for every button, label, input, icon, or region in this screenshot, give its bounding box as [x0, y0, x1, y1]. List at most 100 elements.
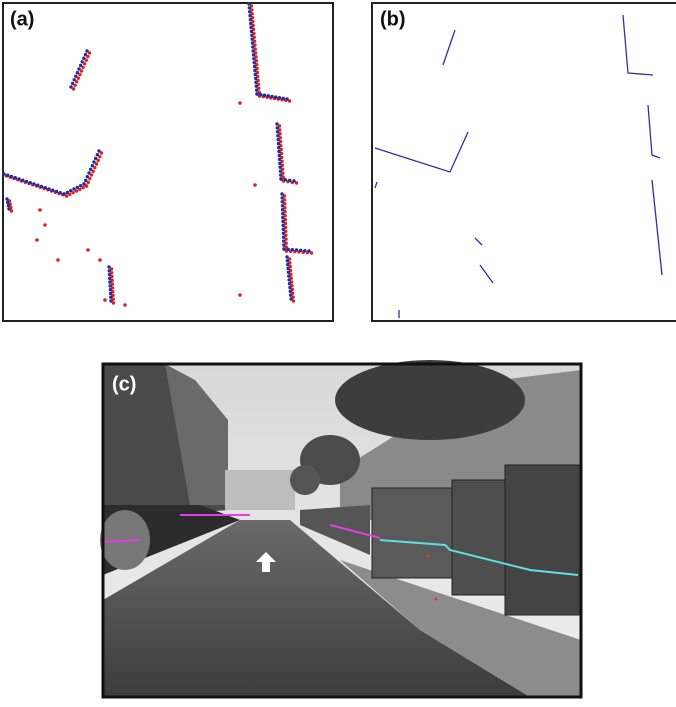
scan-point — [276, 138, 279, 141]
scan-point — [74, 75, 77, 78]
scan-point — [44, 186, 47, 189]
scan-point — [85, 49, 88, 52]
scan-point — [253, 183, 257, 187]
scan-point — [288, 179, 291, 182]
scan-point — [108, 269, 111, 272]
scan-point — [87, 171, 90, 174]
scan-point — [252, 57, 255, 60]
scan-point — [284, 178, 287, 181]
scan-point — [253, 65, 256, 68]
scan-point — [109, 296, 112, 299]
scan-point — [282, 236, 285, 239]
scan-point — [276, 130, 279, 133]
scan-point — [84, 179, 87, 182]
scan-point — [109, 299, 112, 302]
scan-point — [72, 187, 75, 190]
scan-point — [251, 49, 254, 52]
scan-point — [91, 164, 94, 167]
scan-point — [81, 60, 84, 63]
scan-point — [96, 153, 99, 156]
scan-point — [263, 94, 266, 97]
scan-point — [84, 53, 87, 56]
point — [435, 598, 438, 601]
scan-point — [255, 88, 258, 91]
scan-point — [76, 186, 79, 189]
scan-point — [291, 248, 294, 251]
scan-point — [97, 149, 100, 152]
scan-point — [282, 228, 285, 231]
container — [505, 465, 581, 615]
scan-point — [77, 67, 80, 70]
scan-point — [249, 22, 252, 25]
scan-point — [277, 142, 280, 145]
scan-point — [307, 249, 310, 252]
scan-point — [278, 158, 281, 161]
scan-point — [286, 263, 289, 266]
scan-point — [282, 97, 285, 100]
scan-point — [253, 69, 256, 72]
panel-label: (a) — [10, 8, 34, 30]
scan-point — [247, 2, 250, 5]
scan-point — [35, 238, 39, 242]
scan-point — [285, 255, 288, 258]
scan-point — [276, 134, 279, 137]
scan-point — [40, 185, 43, 188]
scan-point — [248, 10, 251, 13]
scan-point — [25, 180, 28, 183]
figure: (a) (b) (c) — [0, 0, 676, 702]
scan-point — [267, 94, 270, 97]
scan-point — [47, 187, 50, 190]
scan-point — [276, 126, 279, 129]
scan-point — [292, 179, 295, 182]
scan-point — [86, 248, 90, 252]
scan-point — [249, 26, 252, 29]
scan-point — [249, 18, 252, 21]
scan-point — [109, 288, 112, 291]
scan-point — [250, 38, 253, 41]
scan-point — [17, 177, 20, 180]
scan-point — [69, 85, 72, 88]
scan-point — [295, 248, 298, 251]
scan-point — [278, 154, 281, 157]
scan-point — [279, 169, 282, 172]
scan-point — [251, 45, 254, 48]
scan-point — [55, 190, 58, 193]
scan-point — [71, 82, 74, 85]
scan-point — [299, 249, 302, 252]
scan-point — [250, 30, 253, 33]
scan-point — [123, 303, 127, 307]
scan-point — [59, 191, 62, 194]
scan-point — [108, 273, 111, 276]
scan-point — [281, 208, 284, 211]
scan-point — [289, 290, 292, 293]
scan-point — [2, 172, 5, 175]
scan-point — [274, 95, 277, 98]
panel-b: (b) — [372, 3, 676, 321]
scan-point — [56, 258, 60, 262]
scan-point — [82, 57, 85, 60]
scan-point — [278, 96, 281, 99]
scan-point — [278, 162, 281, 165]
scan-point — [51, 189, 54, 192]
scan-point — [66, 191, 69, 194]
scan-point — [277, 150, 280, 153]
scan-point — [279, 173, 282, 176]
scan-point — [89, 168, 92, 171]
scan-point — [255, 92, 258, 95]
scan-point — [281, 224, 284, 227]
scan-point — [259, 93, 262, 96]
building-far — [225, 470, 295, 510]
scan-point — [288, 282, 291, 285]
scan-point — [76, 71, 79, 74]
scan-point — [238, 101, 242, 105]
scan-point — [98, 258, 102, 262]
scan-point — [286, 267, 289, 270]
scan-point — [43, 223, 47, 227]
scan-point — [282, 247, 285, 250]
scan-point — [303, 249, 306, 252]
scan-point — [248, 14, 251, 17]
scan-point — [254, 77, 257, 80]
scan-point — [255, 84, 258, 87]
panel-a: (a) — [2, 2, 333, 321]
scan-point — [79, 184, 82, 187]
